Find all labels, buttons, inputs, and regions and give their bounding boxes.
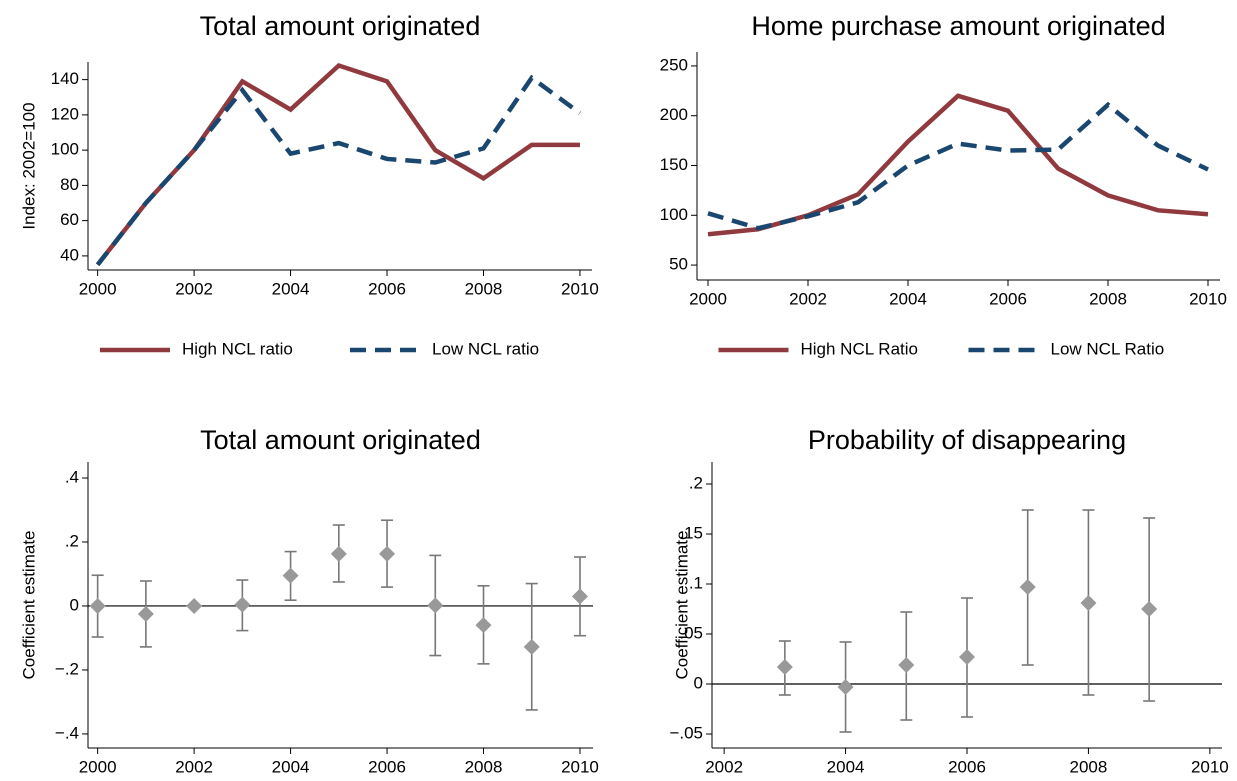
series-line [95, 74, 582, 267]
point-marker [475, 617, 492, 634]
y-tick-label: 80 [60, 175, 79, 194]
x-tick-label: 2004 [272, 279, 310, 298]
y-tick-label: .4 [65, 467, 79, 486]
point-marker [186, 597, 203, 614]
x-tick-label: 2004 [827, 757, 865, 776]
x-tick-label: 2000 [79, 757, 117, 776]
y-tick-label: 200 [660, 105, 688, 124]
point-marker [898, 657, 915, 673]
point-marker [776, 659, 793, 675]
x-tick-label: 2004 [272, 757, 310, 776]
y-tick-label: −.05 [669, 723, 703, 742]
point-marker [959, 649, 975, 665]
point-marker [427, 597, 444, 614]
x-tick-label: 2004 [889, 289, 927, 308]
point-marker [234, 596, 251, 613]
y-tick-label: 100 [51, 140, 79, 159]
y-tick-label: 50 [669, 255, 688, 274]
y-axis-label: Index: 2002=100 [19, 102, 38, 229]
x-tick-label: 2010 [1189, 289, 1227, 308]
y-tick-label: 0 [694, 673, 703, 692]
chart-title: Probability of disappearing [808, 425, 1126, 455]
point-marker [330, 545, 347, 562]
point-marker [1080, 595, 1097, 611]
y-tick-label: 60 [60, 210, 79, 229]
legend-label: Low NCL Ratio [1051, 339, 1165, 358]
y-tick-label: 150 [660, 155, 688, 174]
series-line [707, 101, 1209, 231]
series-line [707, 93, 1209, 237]
x-tick-label: 2000 [79, 279, 117, 298]
x-tick-label: 2002 [175, 757, 213, 776]
y-axis-label: Coefficient estimate [19, 531, 38, 680]
y-tick-label: 100 [660, 205, 688, 224]
x-tick-label: 2010 [561, 279, 599, 298]
x-tick-label: 2010 [561, 757, 599, 776]
y-tick-label: .05 [679, 623, 703, 642]
point-marker [571, 588, 588, 605]
point-marker [837, 679, 854, 695]
y-tick-label: 120 [51, 104, 79, 123]
y-tick-label: 40 [60, 245, 79, 264]
y-tick-label: −.4 [55, 723, 79, 742]
y-tick-label: .15 [679, 523, 703, 542]
x-tick-label: 2002 [789, 289, 827, 308]
point-marker [89, 597, 106, 614]
x-tick-label: 2008 [1089, 289, 1127, 308]
point-marker [1019, 579, 1036, 595]
x-tick-label: 2002 [705, 757, 743, 776]
y-tick-label: .1 [689, 573, 703, 592]
point-marker [379, 545, 396, 562]
x-tick-label: 2000 [689, 289, 727, 308]
y-tick-label: 0 [70, 595, 79, 614]
y-tick-label: −.2 [55, 659, 79, 678]
x-tick-label: 2006 [989, 289, 1027, 308]
y-tick-label: .2 [65, 531, 79, 550]
point-marker [137, 605, 154, 622]
x-tick-label: 2008 [465, 279, 503, 298]
y-axis-label: Coefficient estimate [672, 531, 691, 680]
x-tick-label: 2010 [1191, 757, 1229, 776]
chart-title: Home purchase amount originated [751, 11, 1165, 41]
x-tick-label: 2008 [1070, 757, 1108, 776]
x-tick-label: 2008 [465, 757, 503, 776]
legend-label: Low NCL ratio [432, 339, 539, 358]
point-marker [523, 638, 540, 655]
y-tick-label: .2 [689, 473, 703, 492]
x-tick-label: 2006 [368, 757, 406, 776]
x-tick-label: 2006 [948, 757, 986, 776]
y-tick-label: 250 [660, 55, 688, 74]
x-tick-label: 2006 [368, 279, 406, 298]
point-marker [282, 567, 299, 584]
chart-title: Total amount originated [200, 425, 481, 455]
x-tick-label: 2002 [175, 279, 213, 298]
point-marker [1141, 601, 1158, 617]
legend-label: High NCL Ratio [801, 339, 918, 358]
series-line [95, 62, 580, 267]
chart-title: Total amount originated [200, 11, 481, 41]
legend-label: High NCL ratio [182, 339, 293, 358]
y-tick-label: 140 [51, 69, 79, 88]
